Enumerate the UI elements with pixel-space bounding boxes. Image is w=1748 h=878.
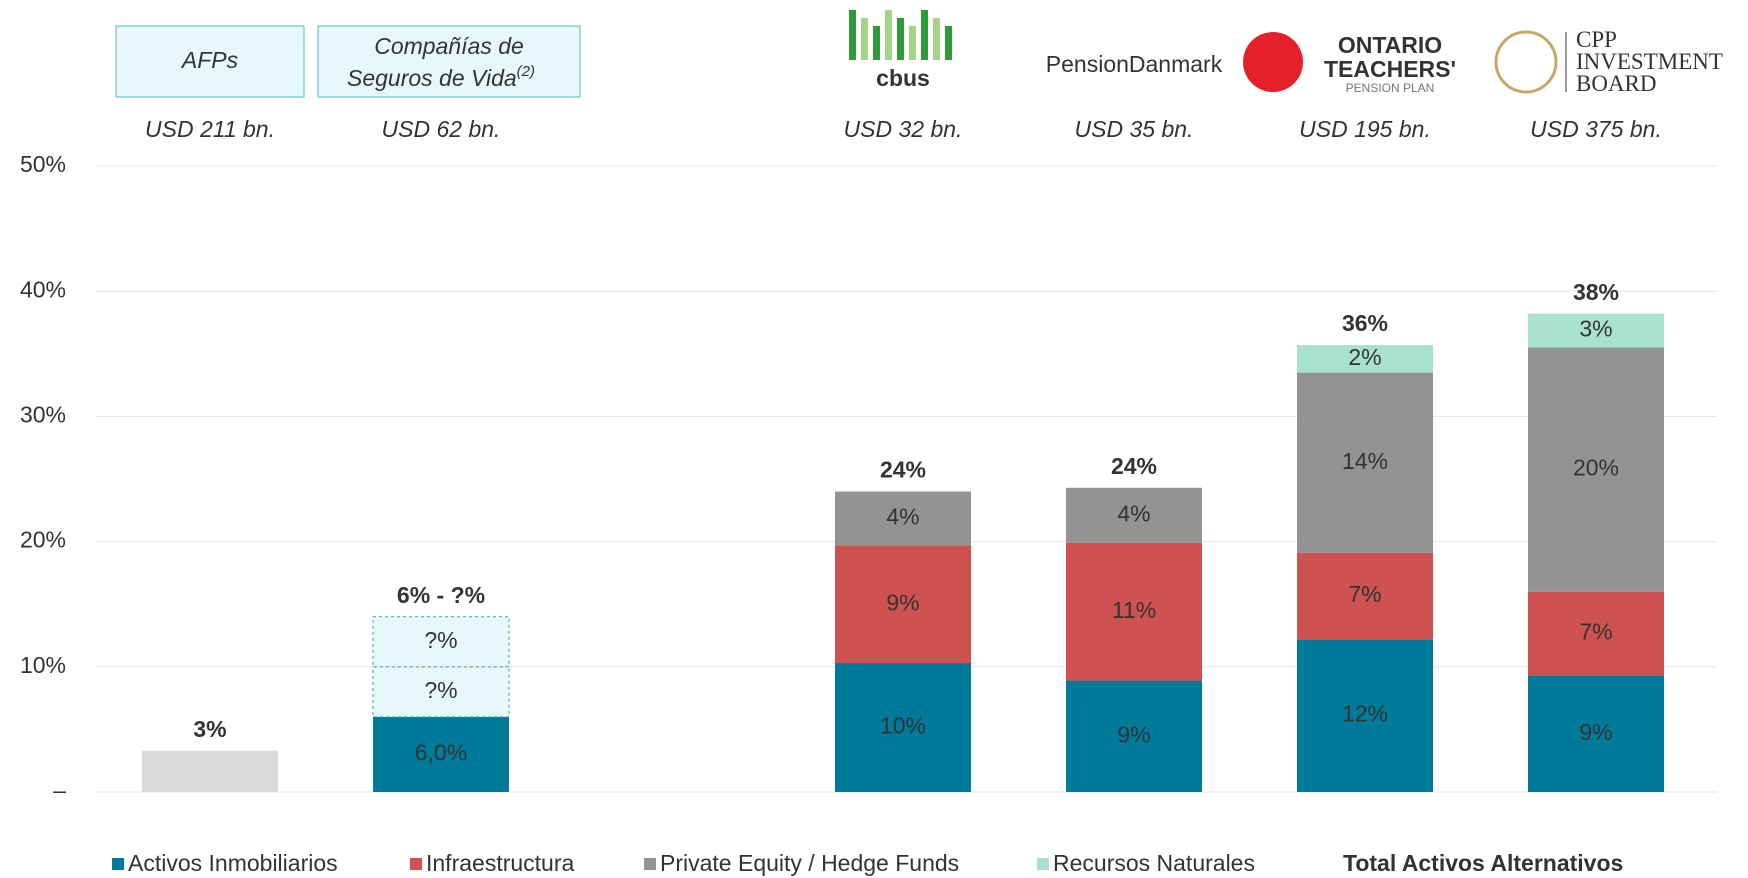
total-label: 38% <box>1573 279 1619 305</box>
segment-label: 4% <box>1117 500 1150 526</box>
header-label-line: Compañías de <box>374 33 524 59</box>
footnote-mark: (2) <box>517 63 535 80</box>
logo-bar <box>861 18 868 60</box>
bar-segment <box>1528 591 1664 676</box>
logo-apple <box>1243 32 1303 92</box>
y-tick-label: 50% <box>20 151 66 177</box>
legend-label: Activos Inmobiliarios <box>128 850 338 876</box>
logo-line: CPP <box>1576 27 1617 52</box>
header-label-line: Seguros de Vida <box>347 65 517 91</box>
logo-bar <box>933 18 940 60</box>
segment-label: 7% <box>1579 619 1612 645</box>
segment-label: 11% <box>1112 597 1156 623</box>
logo-line: INVESTMENT <box>1576 49 1723 74</box>
logo-bar <box>873 26 880 60</box>
header-box <box>115 25 305 98</box>
logo-text: ONTARIO TEACHERS' PENSION PLAN <box>1324 32 1456 95</box>
bar-segment <box>835 491 971 546</box>
logo-bar <box>921 10 928 60</box>
bar-segment <box>835 663 971 792</box>
segment-label: 9% <box>1579 719 1612 745</box>
y-tick-label: – <box>53 777 66 803</box>
segment-label: 3% <box>1579 316 1612 342</box>
segment-label: ?% <box>424 627 457 653</box>
aum-label: USD 32 bn. <box>844 116 963 142</box>
segment-label: ?% <box>424 677 457 703</box>
y-tick-label: 20% <box>20 527 66 553</box>
total-label: 36% <box>1342 310 1388 336</box>
y-tick-label: 10% <box>20 652 66 678</box>
aum-label: USD 195 bn. <box>1299 116 1431 142</box>
logo-bar <box>897 18 904 60</box>
header-box <box>317 25 581 98</box>
legend-label: Infraestructura <box>426 850 574 876</box>
bar-segment <box>1297 345 1433 373</box>
aum-label: USD 375 bn. <box>1530 116 1662 142</box>
logo-bar <box>849 10 856 60</box>
logo-line: ONTARIO <box>1338 32 1442 58</box>
bar-segment <box>1066 487 1202 543</box>
logo-bar <box>909 26 916 60</box>
bar-segment <box>1528 347 1664 592</box>
logo-text: cbus <box>876 65 930 91</box>
bar-segment <box>835 545 971 664</box>
header-label: AFPs <box>180 47 239 73</box>
total-label: 3% <box>193 716 226 742</box>
y-tick-label: 40% <box>20 276 66 302</box>
aum-label: USD 62 bn. <box>382 116 501 142</box>
bar-segment <box>1297 372 1433 553</box>
legend-swatch <box>410 858 422 870</box>
segment-label: 14% <box>1342 448 1388 474</box>
legend-swatch <box>644 858 656 870</box>
bar-segment <box>1066 680 1202 792</box>
logo-bar <box>885 10 892 60</box>
bar-segment <box>1066 542 1202 681</box>
segment-label: 20% <box>1573 455 1619 481</box>
bar-segment <box>142 750 278 792</box>
segment-label: 4% <box>886 504 919 530</box>
total-label: 6% - ?% <box>397 582 485 608</box>
bar-segment <box>372 616 510 668</box>
segment-label: 2% <box>1348 344 1381 370</box>
aum-label: USD 211 bn. <box>145 116 275 142</box>
legend-label: Recursos Naturales <box>1053 850 1255 876</box>
segment-label: 12% <box>1342 701 1388 727</box>
logo-bar <box>945 26 952 60</box>
bar-segment <box>1297 639 1433 792</box>
y-tick-label: 30% <box>20 401 66 427</box>
total-label: 24% <box>880 457 926 483</box>
legend-label: Private Equity / Hedge Funds <box>660 850 959 876</box>
logo-text: CPP INVESTMENT BOARD <box>1576 27 1723 96</box>
header-label: Compañías de Seguros de Vida(2) <box>347 33 535 91</box>
legend-swatch <box>1037 858 1049 870</box>
segment-label: 7% <box>1348 581 1381 607</box>
total-label: 24% <box>1111 453 1157 479</box>
bar-segment <box>1297 552 1433 640</box>
aum-label: USD 35 bn. <box>1075 116 1194 142</box>
bar-segment <box>1528 675 1664 792</box>
logo-emblem <box>1494 30 1558 94</box>
segment-label: 10% <box>880 713 926 739</box>
logo-line: PENSION PLAN <box>1346 81 1435 95</box>
segment-label: 6,0% <box>415 740 467 766</box>
logo-line: TEACHERS' <box>1324 56 1456 82</box>
bar-segment <box>372 666 510 718</box>
logo-line: BOARD <box>1576 71 1657 96</box>
bar-segment <box>373 716 509 792</box>
segment-label: 9% <box>886 589 919 615</box>
segment-label: 9% <box>1117 721 1150 747</box>
legend-total: Total Activos Alternativos <box>1343 850 1623 876</box>
legend-swatch <box>112 858 124 870</box>
logo-text: PensionDanmark <box>1046 51 1223 77</box>
bar-segment <box>1528 313 1664 348</box>
